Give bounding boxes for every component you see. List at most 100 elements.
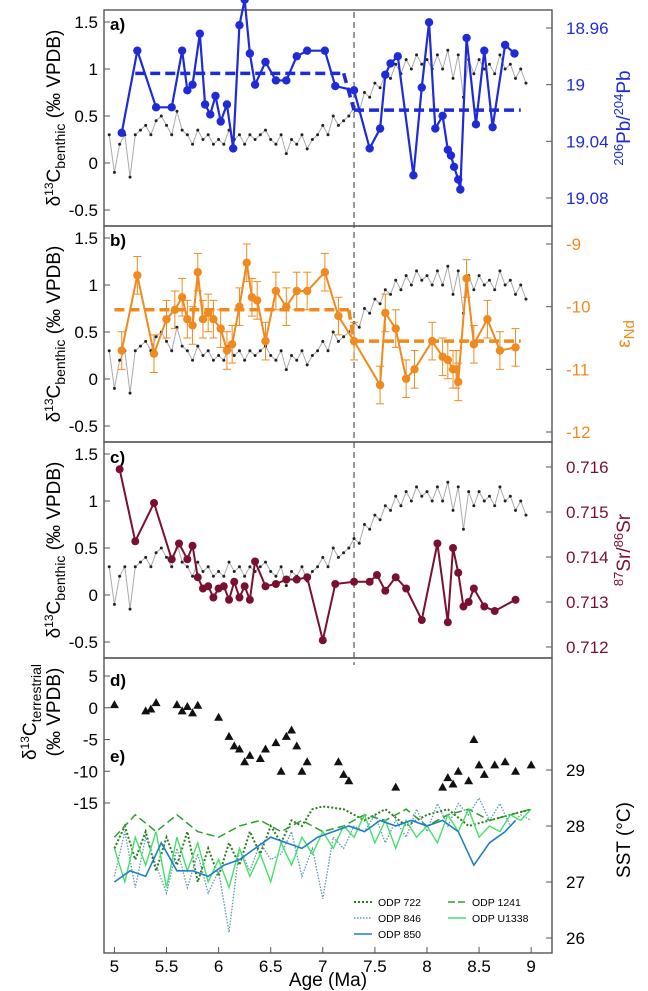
panel-b-nd-point [401, 374, 411, 383]
panel-d-terrestrial-point [469, 735, 479, 743]
panel-b-right-tick-label-1: -10 [566, 298, 591, 317]
panel-b-nd-point [198, 315, 208, 324]
panel-c-benthic-point [399, 504, 403, 508]
panel-b-nd-point [271, 286, 281, 296]
panel-b-benthic-point [269, 354, 273, 357]
panel-b-benthic-point [165, 339, 169, 343]
panel-a-benthic-point [456, 53, 460, 57]
panel-b-benthic-point [399, 288, 403, 292]
panel-a-benthic-point [347, 114, 351, 118]
panel-a-benthic-point [336, 123, 340, 127]
panel-a-pb-point [195, 29, 205, 38]
panel-c-benthic-point [368, 527, 372, 531]
panel-b-benthic-point [180, 344, 184, 348]
panel-c-sr-point [469, 584, 478, 593]
panel-b-benthic-point [170, 349, 174, 353]
panel-c-sr-point [193, 573, 202, 582]
panel-d-terrestrial-point [229, 741, 239, 750]
panel-c-left-tick-label-1: 1 [89, 492, 98, 511]
panel-c-benthic-point [415, 485, 419, 489]
panel-c-sr-point [188, 541, 197, 550]
panel-b-benthic-point [493, 288, 497, 292]
panel-a-left-tick-label-4: -0.5 [69, 201, 98, 220]
panel-b-left-tick-label-2: 0.5 [74, 323, 98, 342]
panel-d-terrestrial-point [151, 698, 161, 707]
panel-c-right-tick-label-1: 0.715 [566, 503, 609, 522]
panel-d-left-ylabel-units: (‰ VPDB) [44, 668, 65, 757]
panel-c-right-tick-label-0: 0.716 [566, 458, 609, 477]
panel-c-sr-point [230, 577, 239, 586]
panel-c-left-ylabel: δ13Cbenthic (‰ VPDB) [42, 462, 68, 639]
panel-a-benthic-point [159, 114, 163, 118]
panel-d-terrestrial-point [271, 738, 281, 747]
x-tick-label-4: 7 [318, 957, 327, 976]
panel-e-right-tick-label-0: 29 [566, 761, 585, 780]
panel-a-benthic-point [191, 142, 195, 146]
panel-b-benthic-point [368, 311, 372, 315]
panel-b-benthic-point [342, 335, 346, 339]
panel-b-nd-point [203, 308, 213, 318]
panel-c-sr-point [449, 544, 458, 552]
panel-c-sr-point [167, 555, 176, 564]
panel-b-benthic-point [222, 358, 226, 362]
panel-e-right-tick-label-3: 26 [566, 929, 585, 948]
panel-c-benthic-point [404, 490, 408, 494]
panel-a-benthic-point [425, 58, 429, 62]
panel-d-terrestrial-point [287, 725, 297, 734]
panel-c-benthic-point [326, 565, 330, 569]
panel-c-benthic-point [310, 570, 314, 573]
panel-c-benthic-point [451, 508, 455, 512]
panel-d-terrestrial-point [292, 741, 302, 750]
panel-b-nd-point [183, 315, 192, 324]
panel-a-benthic-point [185, 133, 189, 137]
panel-b-benthic-point [498, 269, 502, 273]
panel-c-benthic-point [279, 565, 283, 569]
panel-a-benthic-point [415, 53, 419, 57]
panel-de-frame [103, 657, 553, 954]
panel-c-sr-point [261, 582, 270, 591]
panel-a-pb-point [510, 49, 519, 58]
panel-b-nd-point [391, 324, 400, 333]
panel-a-pb-point [449, 162, 459, 172]
panel-a-pb-point [177, 46, 187, 55]
panel-c-benthic-point [482, 499, 486, 503]
panel-a-right-tick-label-2: 19.04 [566, 132, 609, 151]
panel-c-benthic-point [352, 537, 356, 541]
panel-b-letter: b) [110, 231, 126, 250]
panel-b-benthic-point [420, 278, 424, 282]
panel-c-sr-point [480, 602, 489, 611]
panel-b-benthic-point [196, 344, 200, 348]
panel-c-benthic-point [227, 560, 231, 564]
panel-c-sr-point [271, 580, 280, 588]
panel-a-left-tick-label-2: 0.5 [74, 107, 98, 126]
panel-a-benthic-point [482, 67, 486, 71]
panel-b-right-tick-label-2: -11 [566, 360, 589, 379]
panel-a-benthic-point [441, 67, 445, 71]
panel-d-terrestrial-point [297, 766, 307, 775]
panel-c-benthic-point [222, 574, 226, 578]
panel-a-benthic-point [165, 123, 169, 127]
panel-b-nd-point [282, 302, 291, 311]
panel-c-benthic-point [128, 607, 132, 611]
panel-d-terrestrial-point [333, 757, 343, 766]
panel-d-left-ylabel: δ13Cterrestrial [18, 664, 44, 760]
panel-b-left-tick-label-3: 0 [89, 370, 98, 389]
panel-d-terrestrial-point [438, 782, 448, 791]
panel-a-benthic-point [248, 133, 252, 137]
panel-c-benthic-point [258, 565, 262, 569]
panel-a-left-tick-label-1: 1 [89, 60, 98, 79]
panel-a-pb-point [216, 117, 225, 126]
panel-b-benthic-point [524, 297, 528, 301]
x-tick-label-3: 6.5 [259, 957, 283, 976]
panel-d-terrestrial-point [443, 773, 453, 782]
panel-a-pb-point [222, 100, 232, 109]
panel-a-pb-point [456, 185, 465, 194]
panel-b-benthic-point [154, 335, 158, 339]
panel-b-benthic-point [290, 354, 294, 357]
panel-b-nd-point [227, 340, 237, 349]
panel-c-sr-point [459, 602, 468, 611]
panel-c-benthic-point [118, 574, 122, 578]
panel-a-pb-point [271, 76, 281, 85]
panel-a-benthic-point [196, 128, 200, 132]
panel-a-benthic-point [498, 53, 502, 57]
